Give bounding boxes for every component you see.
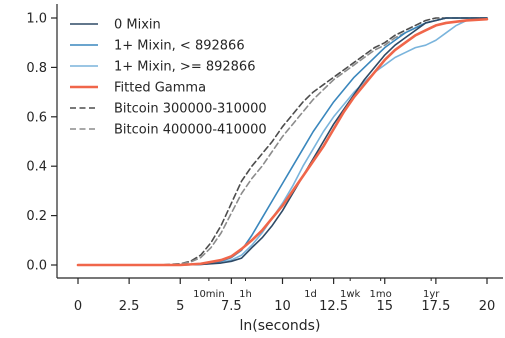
series-line-3 [76, 17, 489, 267]
legend-label-0: 0 Mixin [114, 18, 161, 33]
series-line-4 [77, 17, 488, 266]
annotation-label-1h: 1h [239, 289, 252, 300]
x-tick-label: 17.5 [421, 299, 450, 314]
legend-label-1: 1+ Mixin, < 892866 [114, 39, 245, 54]
x-ticks: 0 2.5 5 7.5 10 12.5 15 17.5 20 [74, 278, 495, 314]
legend-label-3: Fitted Gamma [114, 81, 206, 96]
series-line-1 [77, 17, 488, 266]
series-line-2 [77, 17, 488, 266]
y-tick-label: 1.0 [26, 12, 47, 27]
x-tick-label: 5 [176, 299, 184, 314]
time-annotations: 10min 1h 1d 1wk 1mo 1yr [193, 278, 440, 300]
x-axis-title: ln(seconds) [240, 318, 321, 334]
x-tick-label: 10 [274, 299, 291, 314]
annotation-label-10min: 10min [193, 289, 225, 300]
x-tick-label: 0 [74, 299, 82, 314]
y-tick-label: 0.0 [26, 259, 47, 274]
annotation-label-1yr: 1yr [423, 289, 440, 300]
y-tick-label: 0.8 [26, 61, 47, 76]
y-tick-label: 0.2 [26, 209, 47, 224]
series-lines [76, 17, 489, 267]
x-tick-label: 12.5 [319, 299, 348, 314]
y-tick-label: 0.6 [26, 110, 47, 125]
series-line-5 [77, 17, 488, 266]
legend-label-5: Bitcoin 400000-410000 [114, 123, 267, 138]
legend-label-2: 1+ Mixin, >= 892866 [114, 60, 255, 75]
legend: 0 Mixin 1+ Mixin, < 892866 1+ Mixin, >= 89… [70, 18, 267, 138]
series-line-0 [77, 17, 488, 266]
annotation-label-1mo: 1mo [370, 289, 392, 300]
y-tick-label: 0.4 [26, 160, 47, 175]
x-tick-label: 20 [479, 299, 496, 314]
x-tick-label: 15 [376, 299, 393, 314]
annotation-label-1d: 1d [304, 289, 317, 300]
y-ticks: 0.0 0.2 0.4 0.6 0.8 1.0 [26, 12, 57, 274]
x-tick-label: 2.5 [119, 299, 140, 314]
axes [56, 4, 503, 279]
legend-label-4: Bitcoin 300000-310000 [114, 102, 267, 117]
annotation-label-1wk: 1wk [340, 289, 361, 300]
x-tick-label: 7.5 [221, 299, 242, 314]
